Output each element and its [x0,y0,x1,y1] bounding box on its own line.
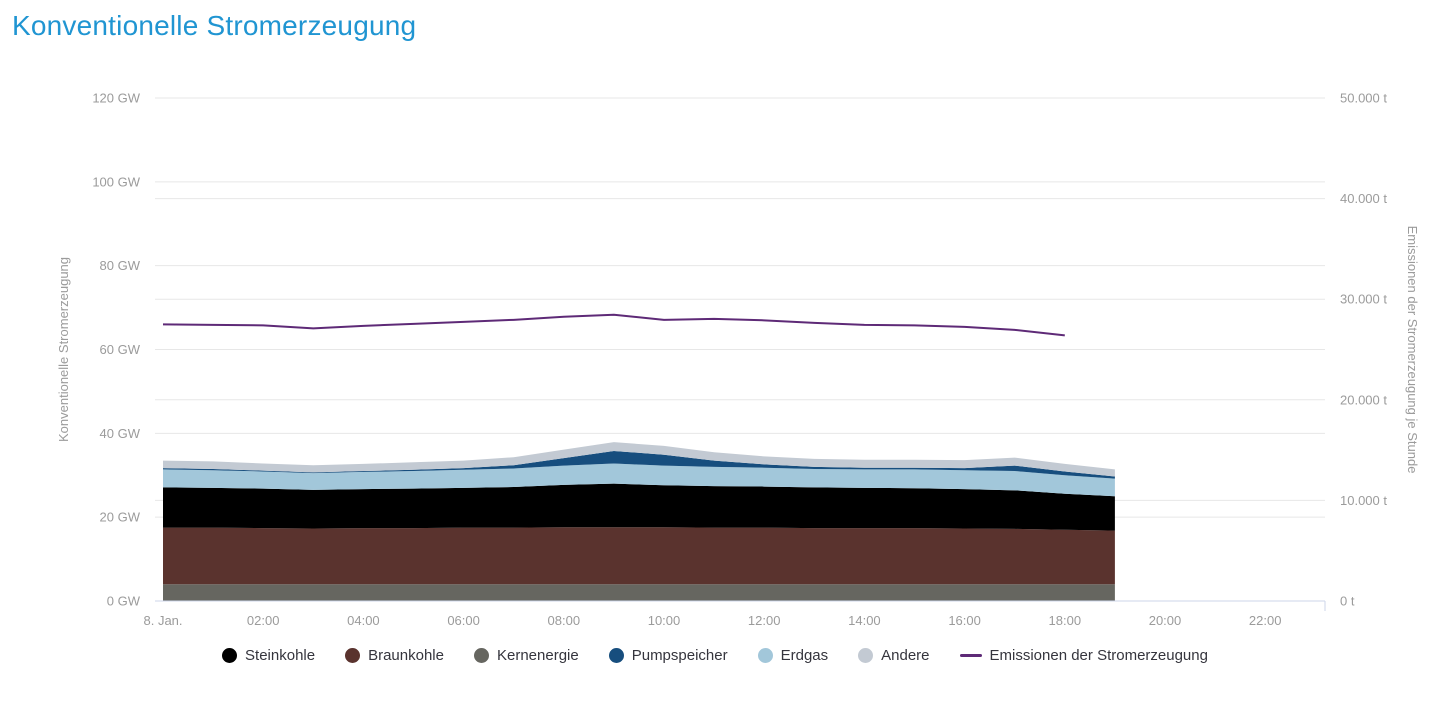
legend-item-kernenergie[interactable]: Kernenergie [473,647,579,664]
svg-text:40.000 t: 40.000 t [1340,191,1387,206]
legend-label: Braunkohle [368,647,444,664]
area-erdgas [163,463,1115,497]
legend-label: Pumpspeicher [631,647,728,664]
svg-text:20:00: 20:00 [1149,613,1182,628]
area-kernenergie [163,584,1115,601]
right-axis-title: Emissionen der Stromerzeugung je Stunde [1405,226,1420,474]
svg-text:18:00: 18:00 [1049,613,1082,628]
legend-label: Andere [881,647,930,664]
svg-text:20.000 t: 20.000 t [1340,392,1387,407]
stacked-areas [163,442,1115,601]
svg-text:16:00: 16:00 [948,613,981,628]
legend-label: Kernenergie [496,647,579,664]
svg-text:100 GW: 100 GW [92,174,140,189]
chart-canvas: 0 GW 20 GW 40 GW 60 GW 80 GW 100 GW 120 GW 0 t 1… [56,91,1420,629]
x-axis-tick-labels: 8. Jan. 02:00 04:00 06:00 08:00 10:00 12:00 14:… [143,613,1281,628]
legend-item-emissionen[interactable]: Emissionen der Stromerzeugung [959,647,1208,664]
legend-item-andere[interactable]: Andere [858,647,930,664]
svg-text:04:00: 04:00 [347,613,380,628]
svg-text:10.000 t: 10.000 t [1340,493,1387,508]
braunkohle-swatch-icon [345,648,361,663]
legend-item-erdgas[interactable]: Erdgas [757,647,829,664]
erdgas-swatch-icon [757,648,773,663]
andere-swatch-icon [858,648,874,663]
gridlines [155,97,1325,518]
svg-text:30.000 t: 30.000 t [1340,292,1387,307]
kernenergie-swatch-icon [473,648,489,663]
svg-text:20 GW: 20 GW [100,510,141,525]
legend-item-steinkohle[interactable]: Steinkohle [222,647,315,664]
left-axis-tick-labels: 0 GW 20 GW 40 GW 60 GW 80 GW 100 GW 120 GW [92,91,140,609]
left-axis-title: Konventionelle Stromerzeugung [56,257,71,442]
svg-text:8. Jan.: 8. Jan. [143,613,182,628]
legend-label: Erdgas [780,647,829,664]
area-braunkohle [163,527,1115,585]
svg-text:22:00: 22:00 [1249,613,1282,628]
svg-text:80 GW: 80 GW [100,258,141,273]
svg-text:08:00: 08:00 [548,613,581,628]
emissions-line [162,313,1065,337]
svg-text:14:00: 14:00 [848,613,881,628]
area-andere [163,442,1115,477]
chart-legend: Steinkohle Braunkohle Kernenergie Pumpspeic… [0,647,1430,664]
legend-item-pumpspeicher[interactable]: Pumpspeicher [608,647,728,664]
legend-label: Steinkohle [245,647,316,664]
area-pumpspeicher [163,450,1115,479]
svg-text:12:00: 12:00 [748,613,781,628]
svg-text:60 GW: 60 GW [100,342,141,357]
legend-item-braunkohle[interactable]: Braunkohle [345,647,444,664]
page-title: Konventionelle Stromerzeugung [12,10,417,41]
svg-text:10:00: 10:00 [648,613,681,628]
emissions-line-swatch-icon [959,654,982,657]
page: Konventionelle Stromerzeugung 0 GW 20 GW 4… [0,10,1430,664]
right-axis-tick-labels: 0 t 10.000 t 20.000 t 30.000 t 40.000 t 50.00… [1340,91,1387,609]
svg-text:06:00: 06:00 [447,613,480,628]
legend-label: Emissionen der Stromerzeugung [989,647,1208,664]
svg-text:40 GW: 40 GW [100,426,141,441]
svg-text:120 GW: 120 GW [92,91,140,106]
svg-text:50.000 t: 50.000 t [1340,91,1387,106]
pumpspeicher-swatch-icon [608,648,624,663]
svg-text:0 t: 0 t [1340,594,1355,609]
area-steinkohle [163,483,1115,531]
steinkohle-swatch-icon [222,648,238,663]
svg-text:0 GW: 0 GW [107,594,141,609]
svg-text:02:00: 02:00 [247,613,280,628]
